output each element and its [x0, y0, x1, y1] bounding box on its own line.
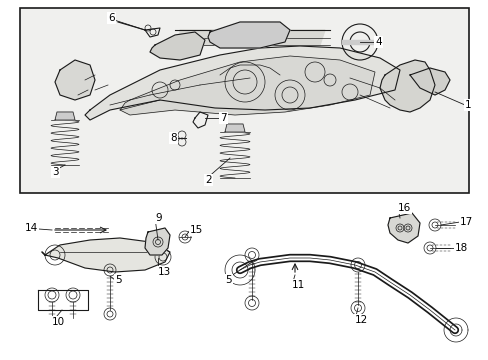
Text: 11: 11	[291, 280, 305, 290]
Text: 2: 2	[204, 175, 211, 185]
Polygon shape	[341, 40, 377, 44]
Polygon shape	[150, 32, 204, 60]
Text: 4: 4	[374, 37, 381, 47]
Polygon shape	[145, 228, 170, 255]
Text: 16: 16	[397, 203, 410, 213]
Text: 5: 5	[224, 275, 231, 285]
Polygon shape	[224, 124, 244, 132]
Text: 5: 5	[115, 275, 122, 285]
Text: 12: 12	[354, 315, 367, 325]
Polygon shape	[180, 30, 325, 45]
Text: 10: 10	[52, 317, 65, 327]
Text: 8: 8	[170, 133, 176, 143]
Text: 18: 18	[454, 243, 468, 253]
Text: 17: 17	[459, 217, 472, 227]
Text: 15: 15	[190, 225, 203, 235]
Text: 3: 3	[52, 167, 59, 177]
Polygon shape	[55, 112, 75, 120]
Polygon shape	[85, 46, 399, 120]
Polygon shape	[379, 60, 434, 112]
Text: 7: 7	[220, 113, 226, 123]
Text: 6: 6	[108, 13, 114, 23]
Polygon shape	[120, 56, 374, 115]
Bar	[20, 8, 468, 193]
Text: 13: 13	[158, 267, 171, 277]
Text: 14: 14	[25, 223, 38, 233]
Polygon shape	[55, 60, 95, 100]
Polygon shape	[42, 238, 170, 272]
Polygon shape	[409, 68, 449, 95]
Text: 1: 1	[464, 100, 470, 110]
Polygon shape	[387, 213, 419, 243]
Polygon shape	[207, 22, 289, 48]
Text: 9: 9	[155, 213, 162, 223]
